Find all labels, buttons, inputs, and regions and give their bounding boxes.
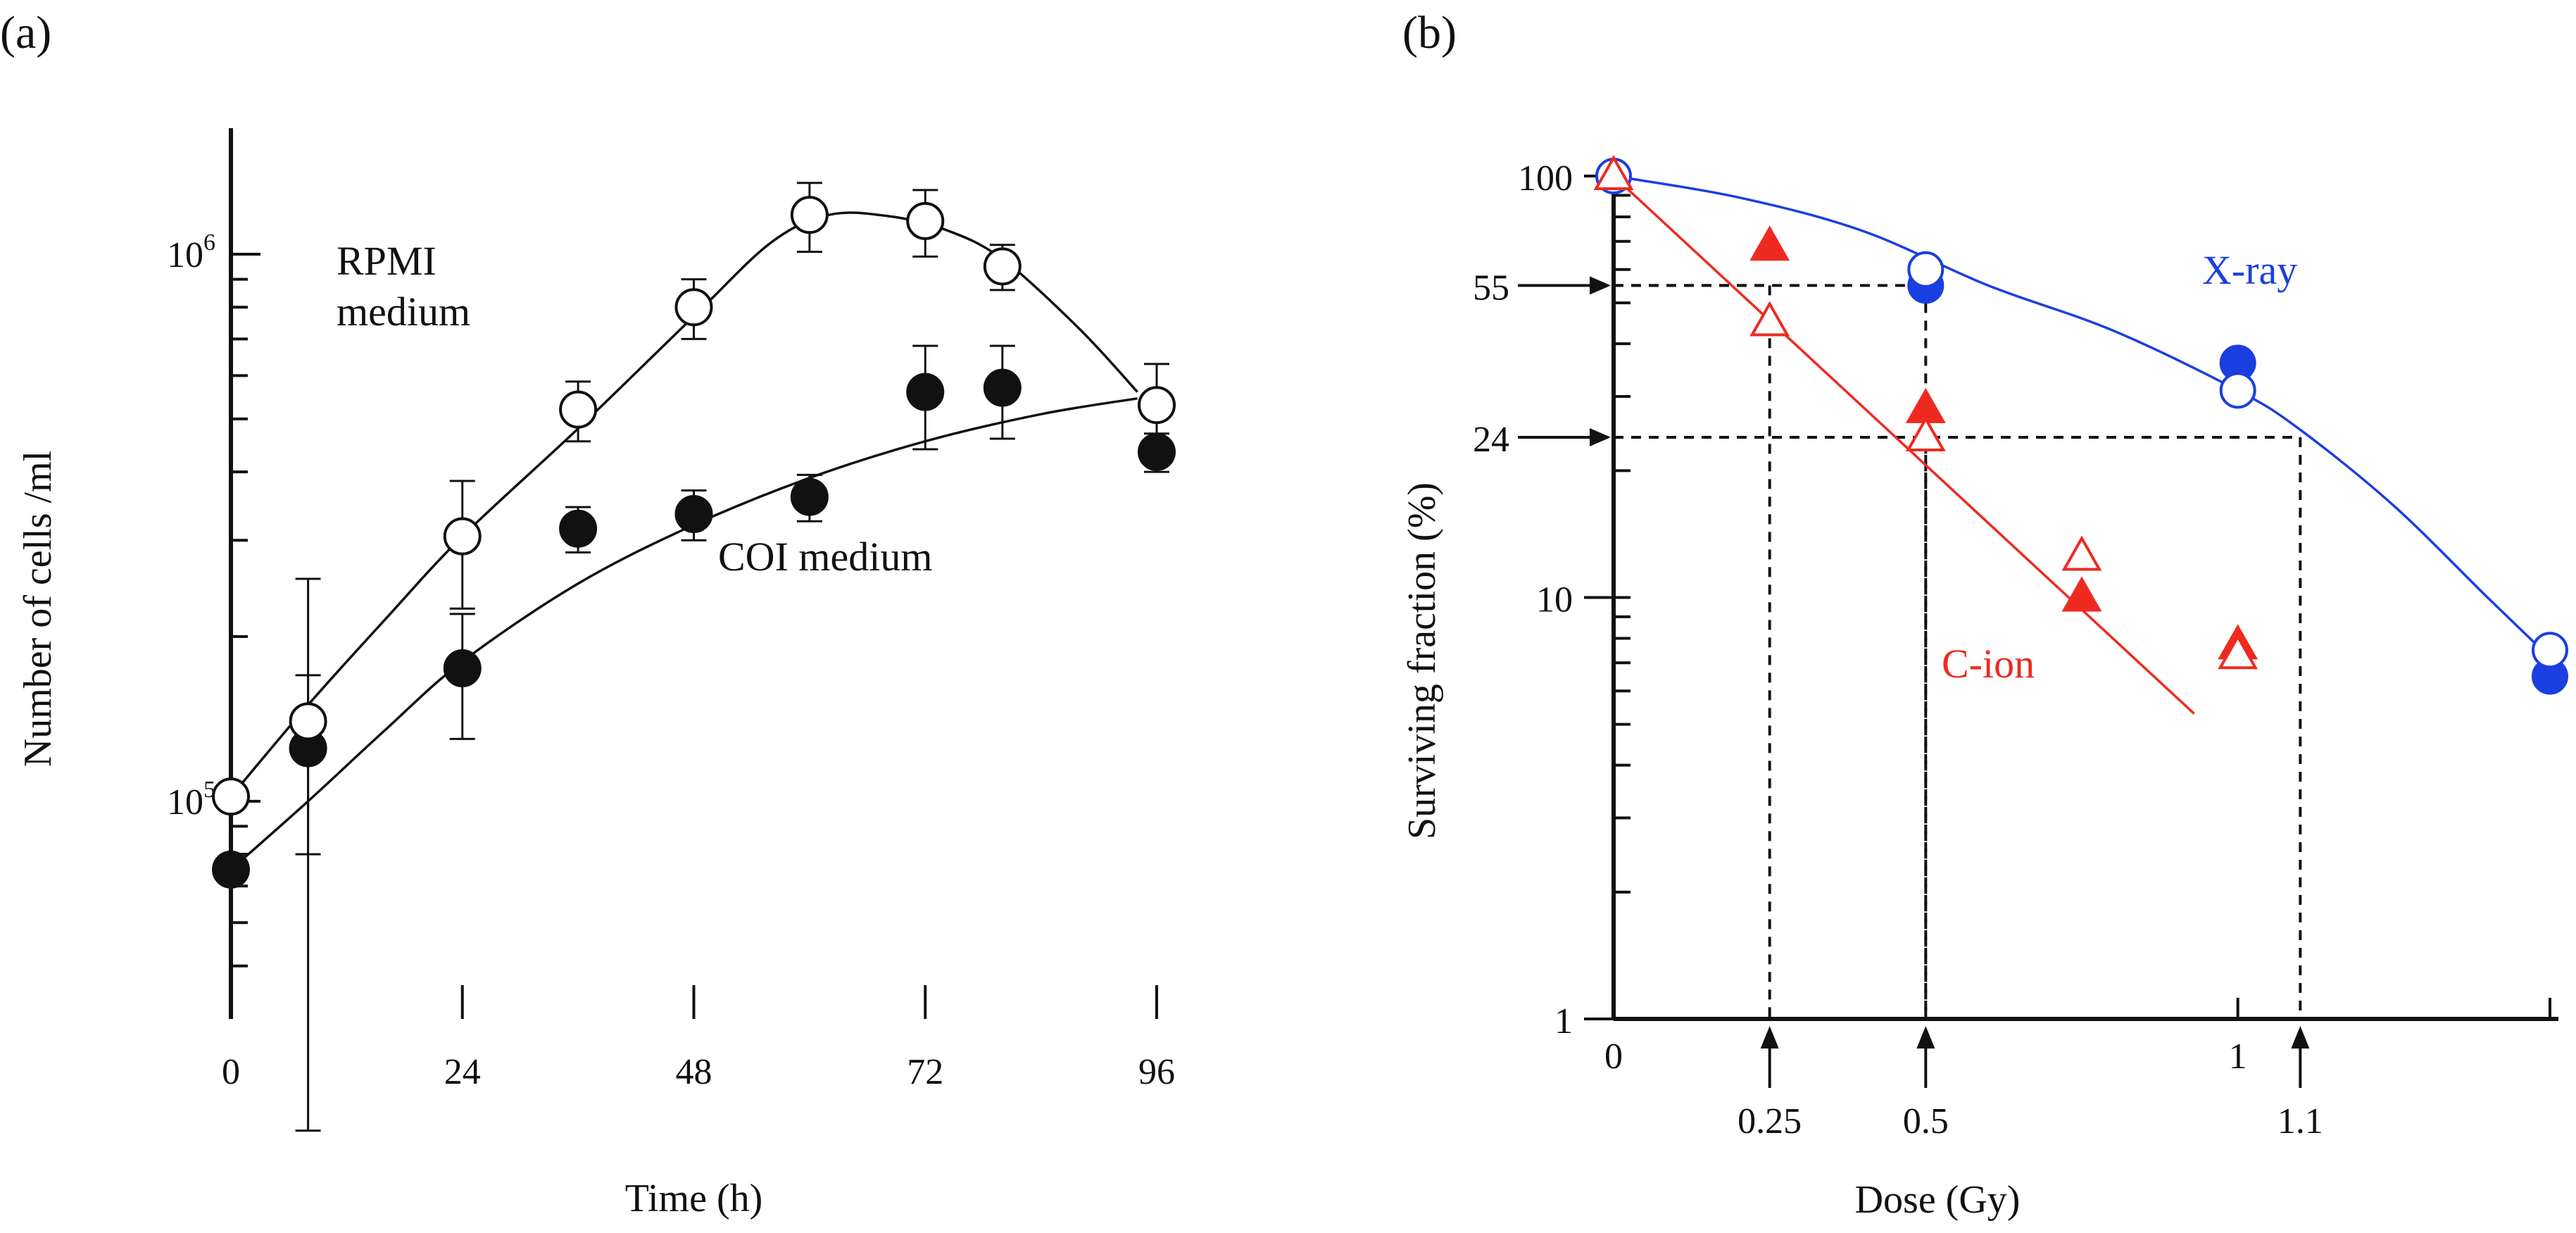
a-rpmi-point — [559, 390, 598, 429]
panel-a-chart: 105 106 0 24 48 72 96 Time (h) Number of cells /… — [16, 128, 1176, 1220]
b-x-axis-title: Dose (Gy) — [1855, 1178, 2021, 1222]
b-dose-label: 1.1 — [2277, 1101, 2323, 1141]
a-coi-point — [212, 850, 250, 889]
a-coi-label: COI medium — [718, 534, 932, 580]
b-cion-open-point — [1905, 415, 1946, 451]
a-x-tick-label: 72 — [907, 1052, 943, 1092]
a-y-axis-title: Number of cells /ml — [16, 451, 60, 767]
b-x-tick-label: 0 — [1604, 1037, 1623, 1077]
a-x-tick-label: 96 — [1138, 1052, 1175, 1092]
b-xray-label: X-ray — [2202, 247, 2297, 293]
a-rpmi-point — [443, 517, 482, 556]
b-dose-arrowhead — [1760, 1026, 1779, 1049]
a-coi-point — [790, 477, 829, 516]
a-coi-point — [983, 368, 1022, 407]
b-dose-label: 0.5 — [1903, 1101, 1949, 1141]
a-rpmi-label: medium — [337, 289, 470, 334]
b-cion-line — [1612, 175, 2195, 715]
b-cion-open-point — [1749, 301, 1790, 337]
b-y-marked-label: 24 — [1473, 420, 1509, 460]
b-dose-label: 0.25 — [1738, 1101, 1802, 1141]
b-y-marker-arrowhead — [1590, 276, 1611, 295]
a-x-tick-label: 48 — [676, 1052, 712, 1092]
b-dose-arrowhead — [1916, 1026, 1935, 1049]
b-cion-label: C-ion — [1942, 641, 2035, 687]
b-y-tick-label: 100 — [1518, 158, 1573, 199]
b-cion-open-point — [1593, 154, 1634, 190]
b-y-axis-title: Surviving fraction (%) — [1400, 482, 1444, 839]
a-rpmi-point — [983, 247, 1022, 286]
b-dose-arrowhead — [2291, 1026, 2310, 1049]
b-y-marker-arrowhead — [1590, 427, 1611, 446]
a-x-tick-label: 0 — [222, 1052, 240, 1092]
a-x-tick-label: 24 — [444, 1052, 481, 1092]
b-cion-filled-point — [1749, 225, 1790, 261]
a-rpmi-point — [1138, 386, 1176, 425]
b-xray-open-point — [2219, 372, 2256, 409]
a-rpmi-point — [790, 196, 829, 234]
b-x-tick-label: 1 — [2229, 1037, 2247, 1077]
a-fit-curve — [230, 397, 1138, 871]
b-xray-curve — [1613, 175, 2551, 659]
a-coi-point — [559, 509, 598, 548]
b-y-tick-label: 1 — [1554, 1001, 1573, 1041]
b-cion-filled-point — [2061, 576, 2102, 612]
b-y-tick-label: 10 — [1536, 580, 1573, 620]
a-y-tick-label: 106 — [167, 230, 215, 275]
a-coi-point — [443, 649, 482, 688]
a-rpmi-point — [212, 777, 250, 816]
a-x-axis-title: Time (h) — [625, 1177, 763, 1220]
a-coi-point — [1138, 432, 1176, 471]
b-cion-open-point — [2218, 634, 2258, 670]
b-cion-open-point — [2061, 535, 2102, 571]
b-xray-open-point — [2532, 632, 2568, 669]
a-coi-point — [906, 373, 945, 411]
panel-a-label: (a) — [0, 7, 51, 58]
a-y-tick-label: 105 — [167, 777, 215, 822]
b-y-marked-label: 55 — [1473, 268, 1509, 308]
a-rpmi-point — [674, 288, 713, 327]
panel-b-label: (b) — [1402, 7, 1457, 58]
b-xray-open-point — [1907, 251, 1944, 288]
a-coi-point — [674, 494, 713, 533]
a-rpmi-label: RPMI — [337, 238, 436, 284]
a-rpmi-point — [906, 201, 945, 240]
a-rpmi-point — [289, 702, 327, 741]
